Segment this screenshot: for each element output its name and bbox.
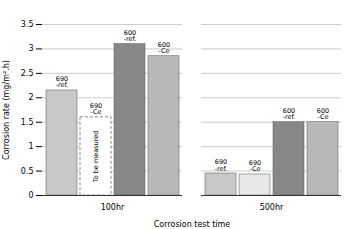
svg-text:690-ref.: 690-ref. — [56, 75, 69, 90]
svg-text:600-Ce: 600-Ce — [317, 107, 329, 122]
svg-text:1: 1 — [28, 142, 33, 151]
svg-text:3.5: 3.5 — [21, 20, 34, 29]
svg-text:0.5: 0.5 — [21, 167, 34, 176]
svg-text:100hr: 100hr — [101, 203, 125, 212]
svg-text:To be measured: To be measured — [92, 131, 100, 184]
svg-text:600-Ce: 600-Ce — [158, 41, 170, 56]
svg-text:3: 3 — [28, 44, 33, 53]
svg-text:1.5: 1.5 — [21, 118, 34, 127]
svg-text:Corrosion test time: Corrosion test time — [154, 220, 231, 229]
svg-text:500hr: 500hr — [260, 203, 284, 212]
svg-text:690-Ce: 690-Ce — [90, 102, 102, 117]
svg-text:600-ref.: 600-ref. — [283, 107, 296, 122]
svg-text:0: 0 — [28, 191, 33, 200]
svg-text:690-Ce: 690-Ce — [249, 159, 261, 174]
svg-text:Corrosion rate (mg/m².h): Corrosion rate (mg/m².h) — [2, 60, 11, 160]
svg-text:2: 2 — [28, 93, 33, 102]
svg-text:600-ref.: 600-ref. — [124, 29, 137, 44]
svg-text:2.5: 2.5 — [21, 69, 34, 78]
svg-text:690-ref.: 690-ref. — [215, 158, 228, 173]
